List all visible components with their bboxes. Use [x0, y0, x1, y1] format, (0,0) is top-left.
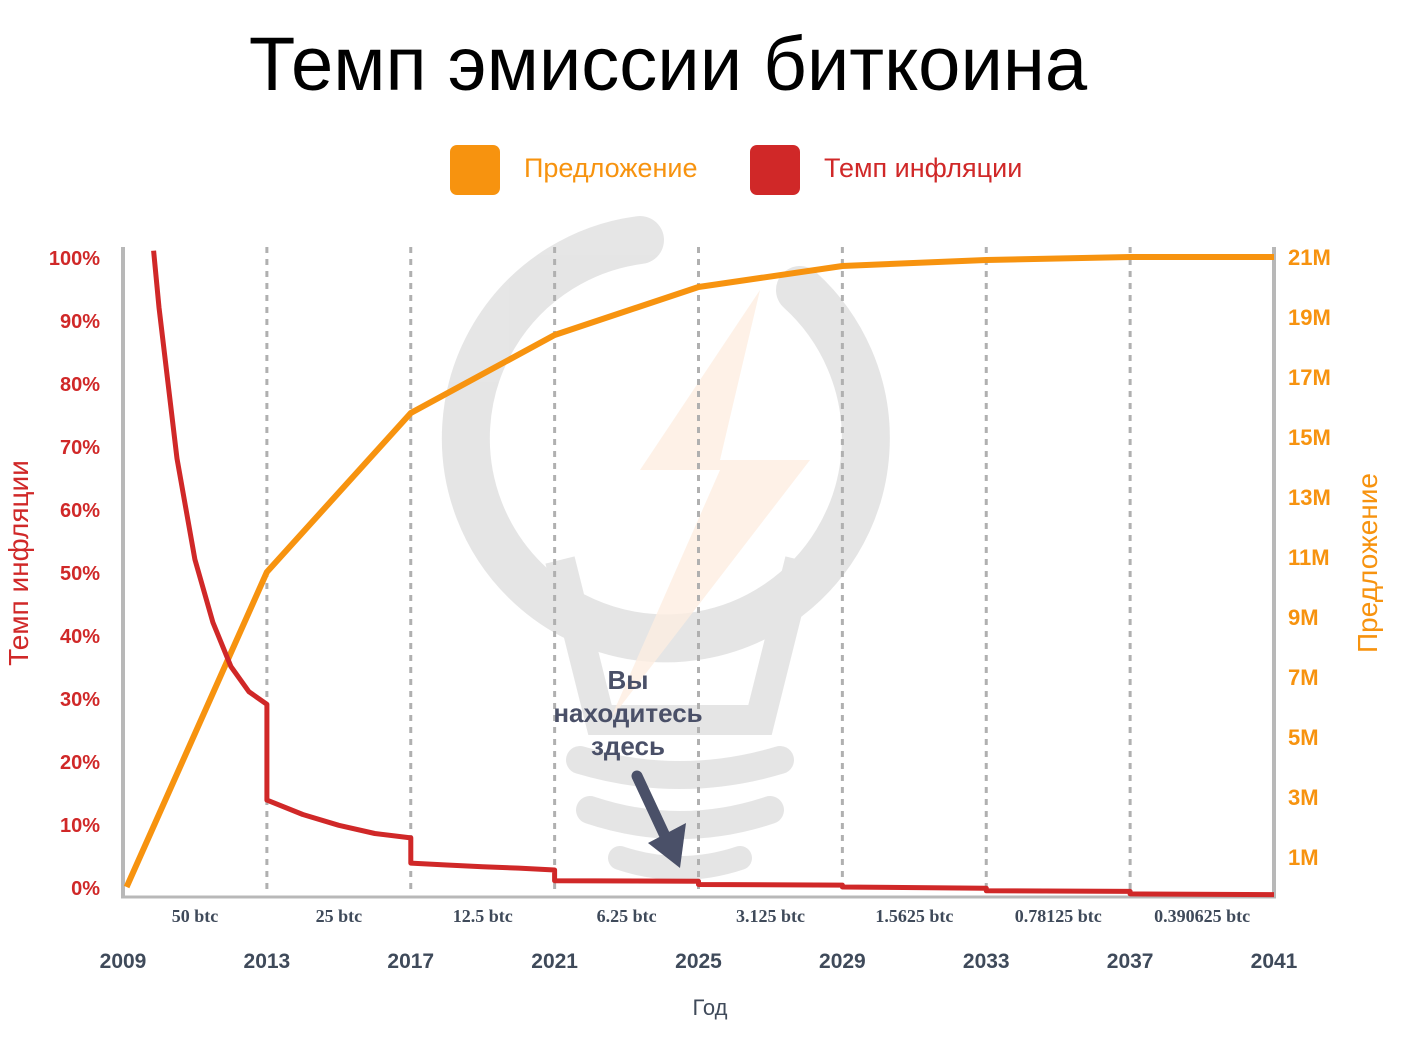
annotation-line-3: здесь — [591, 731, 665, 761]
left-axis-title: Темп инфляции — [3, 460, 34, 666]
block-reward-label: 1.5625 btc — [875, 906, 953, 926]
block-reward-label: 6.25 btc — [597, 906, 657, 926]
you-are-here-annotation: Вы находитесь здесь — [553, 665, 703, 868]
x-axis-title: Год — [692, 995, 727, 1020]
x-tick-label: 2033 — [963, 950, 1010, 973]
right-tick-label: 7M — [1288, 665, 1319, 690]
left-tick-labels: 0% 10% 20% 30% 40% 50% 60% 70% 80% 90% 100% — [49, 248, 100, 900]
left-tick-label: 100% — [49, 248, 100, 270]
right-tick-label: 1M — [1288, 845, 1319, 870]
right-tick-label: 13M — [1288, 485, 1331, 510]
left-tick-label: 70% — [60, 437, 100, 459]
x-tick-label: 2009 — [100, 950, 147, 973]
right-tick-label: 15M — [1288, 425, 1331, 450]
x-tick-labels: 2009 2013 2017 2021 2025 2029 2033 2037 2041 — [100, 950, 1298, 973]
left-tick-label: 60% — [60, 500, 100, 522]
block-reward-label: 25 btc — [316, 906, 363, 926]
inflation-series-line — [151, 250, 1275, 898]
left-tick-label: 20% — [60, 752, 100, 774]
block-reward-label: 0.78125 btc — [1015, 906, 1102, 926]
lightbulb-watermark-icon — [441, 216, 890, 880]
left-tick-label: 0% — [71, 878, 100, 900]
x-tick-label: 2021 — [531, 950, 578, 973]
supply-series-line — [123, 254, 1274, 889]
block-reward-labels: 50 btc 25 btc 12.5 btc 6.25 btc 3.125 btc 1.5… — [172, 906, 1250, 926]
right-axis-title: Предложение — [1352, 473, 1383, 653]
right-tick-label: 5M — [1288, 725, 1319, 750]
x-tick-label: 2041 — [1251, 950, 1298, 973]
right-tick-label: 21M — [1288, 245, 1331, 270]
x-tick-label: 2017 — [387, 950, 434, 973]
left-tick-label: 10% — [60, 815, 100, 837]
legend-swatch-inflation — [750, 145, 800, 195]
annotation-arrow-shaft — [631, 770, 671, 842]
legend-label-supply: Предложение — [524, 153, 697, 183]
legend: Предложение Темп инфляции — [450, 145, 1022, 195]
left-tick-label: 50% — [60, 563, 100, 585]
annotation-line-2: находитесь — [553, 698, 702, 728]
annotation-arrow-head-icon — [648, 823, 686, 868]
block-reward-label: 50 btc — [172, 906, 219, 926]
x-tick-label: 2037 — [1107, 950, 1154, 973]
left-tick-label: 30% — [60, 689, 100, 711]
right-tick-label: 17M — [1288, 365, 1331, 390]
right-tick-label: 11M — [1288, 545, 1330, 570]
legend-swatch-supply — [450, 145, 500, 195]
legend-label-inflation: Темп инфляции — [824, 153, 1022, 183]
x-tick-label: 2025 — [675, 950, 722, 973]
block-reward-label: 0.390625 btc — [1154, 906, 1250, 926]
left-tick-label: 90% — [60, 311, 100, 333]
right-tick-label: 9M — [1288, 605, 1319, 630]
x-tick-label: 2013 — [244, 950, 291, 973]
x-tick-label: 2029 — [819, 950, 866, 973]
left-tick-label: 40% — [60, 626, 100, 648]
block-reward-label: 3.125 btc — [736, 906, 805, 926]
block-reward-label: 12.5 btc — [453, 906, 513, 926]
halving-gridlines — [265, 247, 1132, 895]
chart-title: Темп эмиссии биткоина — [249, 22, 1088, 107]
left-tick-label: 80% — [60, 374, 100, 396]
right-tick-labels: 1M 3M 5M 7M 9M 11M 13M 15M 17M 19M 21M — [1288, 245, 1331, 870]
right-tick-label: 19M — [1288, 305, 1331, 330]
annotation-line-1: Вы — [608, 665, 649, 695]
right-tick-label: 3M — [1288, 785, 1319, 810]
